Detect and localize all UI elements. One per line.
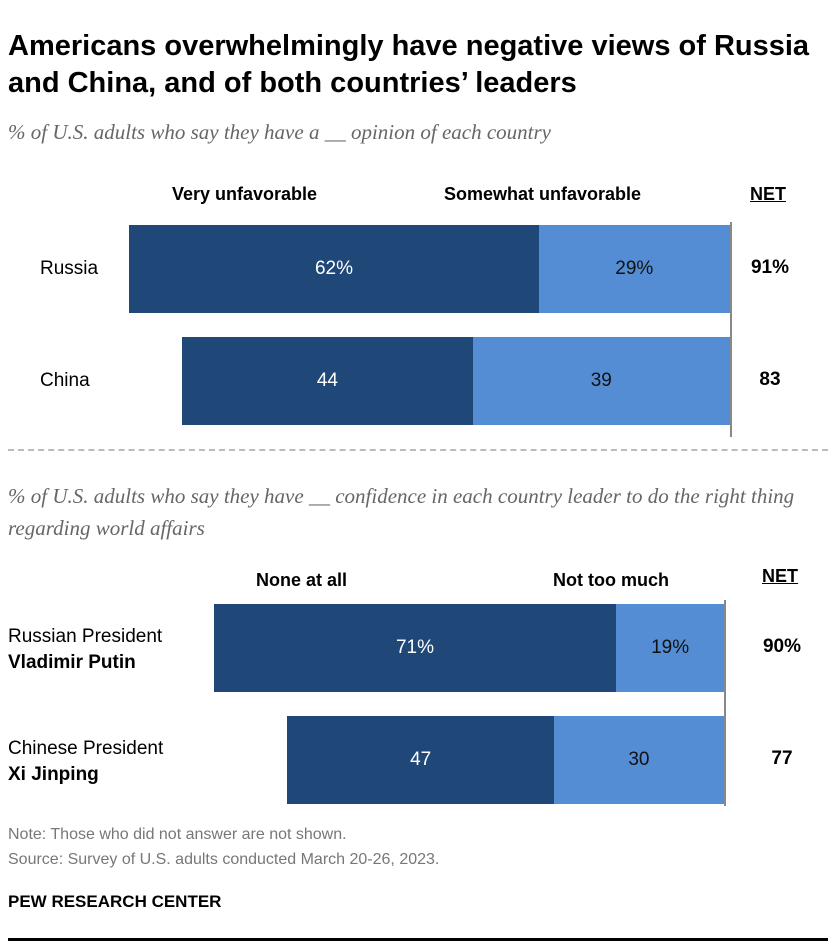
legend-none-at-all: None at all [256, 570, 348, 590]
bar-segment-primary: 62% [129, 225, 539, 313]
note-text: Note: Those who did not answer are not s… [8, 826, 347, 843]
section-divider [8, 449, 828, 451]
bar-segment-primary: 47 [287, 716, 554, 804]
bar-segment-primary: 44 [182, 337, 473, 425]
net-value: 83 [759, 369, 781, 390]
row-label-line2: Vladimir Putin [8, 652, 136, 673]
row-label: Russian President Vladimir Putin [8, 624, 162, 676]
row-label-line1: Chinese President [8, 738, 164, 759]
data-label: 19% [651, 637, 690, 658]
row-label-line2: Xi Jinping [8, 764, 99, 785]
bar-segment-secondary: 19% [616, 604, 724, 692]
bar-segment-secondary: 39 [472, 337, 730, 425]
net-divider-line [730, 222, 732, 437]
row-label-line1: Russian President [8, 626, 163, 647]
net-divider-line [724, 600, 726, 806]
row-label: Russia [40, 256, 98, 282]
row-label: Chinese President Xi Jinping [8, 736, 163, 788]
net-value: 90% [762, 636, 802, 657]
pew-logo-text: PEW RESEARCH CENTER [8, 892, 222, 911]
subtitle-countries: % of U.S. adults who say they have a __ … [8, 120, 551, 144]
subtitle-leaders: % of U.S. adults who say they have __ co… [8, 484, 795, 540]
bar-segment-secondary: 30 [553, 716, 724, 804]
row-label-line1: Russia [40, 258, 99, 279]
source-text: Source: Survey of U.S. adults conducted … [8, 851, 440, 868]
data-label: 62% [314, 258, 353, 279]
net-header-2: NET [762, 566, 798, 586]
net-value: 91% [750, 257, 790, 278]
chart-title: Americans overwhelmingly have negative v… [8, 30, 810, 99]
data-label: 39 [590, 370, 612, 391]
legend-very-unfavorable: Very unfavorable [172, 184, 318, 204]
data-label: 44 [316, 370, 338, 391]
row-label-line1: China [40, 370, 90, 391]
net-value: 77 [771, 748, 793, 769]
bar-segment-secondary: 29% [538, 225, 730, 313]
net-header-1: NET [750, 184, 786, 204]
bar-segment-primary: 71% [213, 604, 617, 692]
legend-not-too-much: Not too much [553, 570, 669, 590]
legend-somewhat-unfavorable: Somewhat unfavorable [444, 184, 642, 204]
bottom-rule [8, 938, 828, 941]
data-label: 29% [615, 258, 654, 279]
row-label: China [40, 368, 90, 394]
data-label: 47 [410, 749, 432, 770]
data-label: 71% [395, 637, 434, 658]
data-label: 30 [628, 749, 650, 770]
